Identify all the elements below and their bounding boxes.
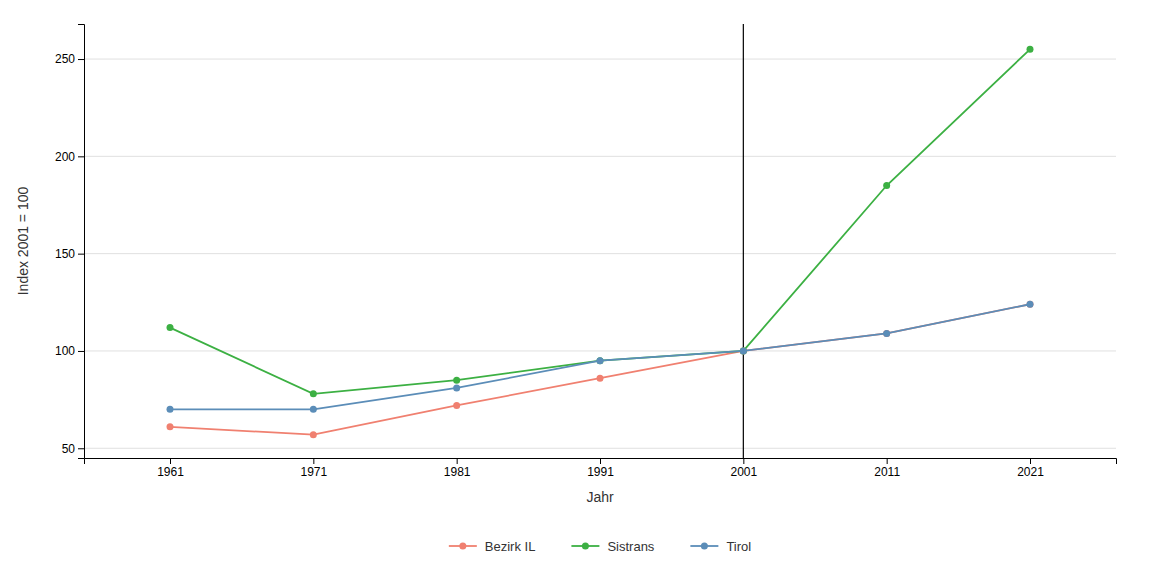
legend-item: Tirol xyxy=(690,539,751,554)
x-axis: 1961 1971 1981 1991 2001 2011 2021 xyxy=(85,458,1117,479)
tick-mark xyxy=(78,254,84,255)
legend-item: Bezirk IL xyxy=(449,539,536,554)
chart-container: 1961 1971 1981 1991 2001 2011 2021 50 100 150 200 2… xyxy=(0,0,1152,576)
tick: 200 xyxy=(55,150,84,164)
tick: 1981 xyxy=(444,458,471,479)
grid-line xyxy=(84,350,1116,351)
point xyxy=(740,347,747,354)
tick-mark xyxy=(313,458,314,464)
legend-marker xyxy=(582,543,589,550)
point xyxy=(1027,301,1034,308)
series-line xyxy=(170,304,1030,409)
tick-mark xyxy=(78,156,84,157)
tick-label: 1991 xyxy=(587,465,614,479)
tick-label: 2011 xyxy=(874,465,900,479)
point xyxy=(883,182,890,189)
point xyxy=(310,390,317,397)
grid-line xyxy=(84,448,1116,449)
tick: 50 xyxy=(62,442,84,456)
y-axis-title: Index 2001 = 100 xyxy=(15,186,31,295)
point xyxy=(167,324,174,331)
tick: 2001 xyxy=(730,458,757,479)
point xyxy=(1027,46,1034,53)
point xyxy=(597,357,604,364)
legend: Bezirk IL Sistrans Tirol xyxy=(449,539,751,554)
tick-mark xyxy=(887,458,888,464)
point xyxy=(740,347,747,354)
tick: 100 xyxy=(55,344,84,358)
reference-line xyxy=(743,24,744,458)
point xyxy=(740,347,747,354)
chart-svg: 1961 1971 1981 1991 2001 2011 2021 50 100 150 200 2… xyxy=(0,0,1152,576)
tick-mark xyxy=(600,458,601,464)
plot-area xyxy=(167,24,1034,458)
legend-item: Sistrans xyxy=(571,539,654,554)
point xyxy=(1027,301,1034,308)
tick: 1961 xyxy=(157,458,184,479)
y-axis: 50 100 150 200 250 xyxy=(55,25,85,459)
point xyxy=(597,375,604,382)
legend-label: Sistrans xyxy=(607,539,654,554)
tick-label: 1981 xyxy=(444,465,471,479)
tick: 250 xyxy=(55,52,84,66)
grid-line xyxy=(84,59,1116,60)
tick-label: 50 xyxy=(62,442,76,456)
point xyxy=(310,406,317,413)
point xyxy=(453,402,460,409)
series-line xyxy=(170,304,1030,434)
grid-line xyxy=(84,156,1116,157)
point xyxy=(167,423,174,430)
point xyxy=(167,406,174,413)
axis-line xyxy=(85,459,1117,465)
point xyxy=(883,330,890,337)
tick-label: 2001 xyxy=(730,465,757,479)
legend-label: Bezirk IL xyxy=(485,539,536,554)
point xyxy=(597,357,604,364)
legend-marker xyxy=(701,543,708,550)
tick-label: 150 xyxy=(55,247,75,261)
tick-label: 200 xyxy=(55,150,75,164)
tick-mark xyxy=(78,59,84,60)
grid xyxy=(84,59,1116,448)
tick-label: 2021 xyxy=(1017,465,1044,479)
point xyxy=(453,384,460,391)
x-axis-title: Jahr xyxy=(586,489,614,505)
point xyxy=(883,330,890,337)
tick-mark xyxy=(170,458,171,464)
tick-label: 1971 xyxy=(300,465,327,479)
tick: 2021 xyxy=(1017,458,1044,479)
point xyxy=(310,431,317,438)
axis-line xyxy=(78,25,85,459)
tick-mark xyxy=(78,351,84,352)
tick: 2011 xyxy=(874,458,900,479)
tick: 1971 xyxy=(300,458,327,479)
tick-label: 250 xyxy=(55,52,75,66)
legend-label: Tirol xyxy=(726,539,751,554)
plot-root: 1961 1971 1981 1991 2001 2011 2021 50 100 150 200 2… xyxy=(15,24,1117,505)
series-line xyxy=(170,49,1030,393)
grid-line xyxy=(84,253,1116,254)
tick-label: 1961 xyxy=(157,465,184,479)
tick-mark xyxy=(457,458,458,464)
tick: 150 xyxy=(55,247,84,261)
tick: 1991 xyxy=(587,458,614,479)
tick-mark xyxy=(743,458,744,464)
tick-label: 100 xyxy=(55,344,75,358)
tick-mark xyxy=(1030,458,1031,464)
legend-marker xyxy=(459,543,466,550)
tick-mark xyxy=(78,448,84,449)
point xyxy=(453,377,460,384)
